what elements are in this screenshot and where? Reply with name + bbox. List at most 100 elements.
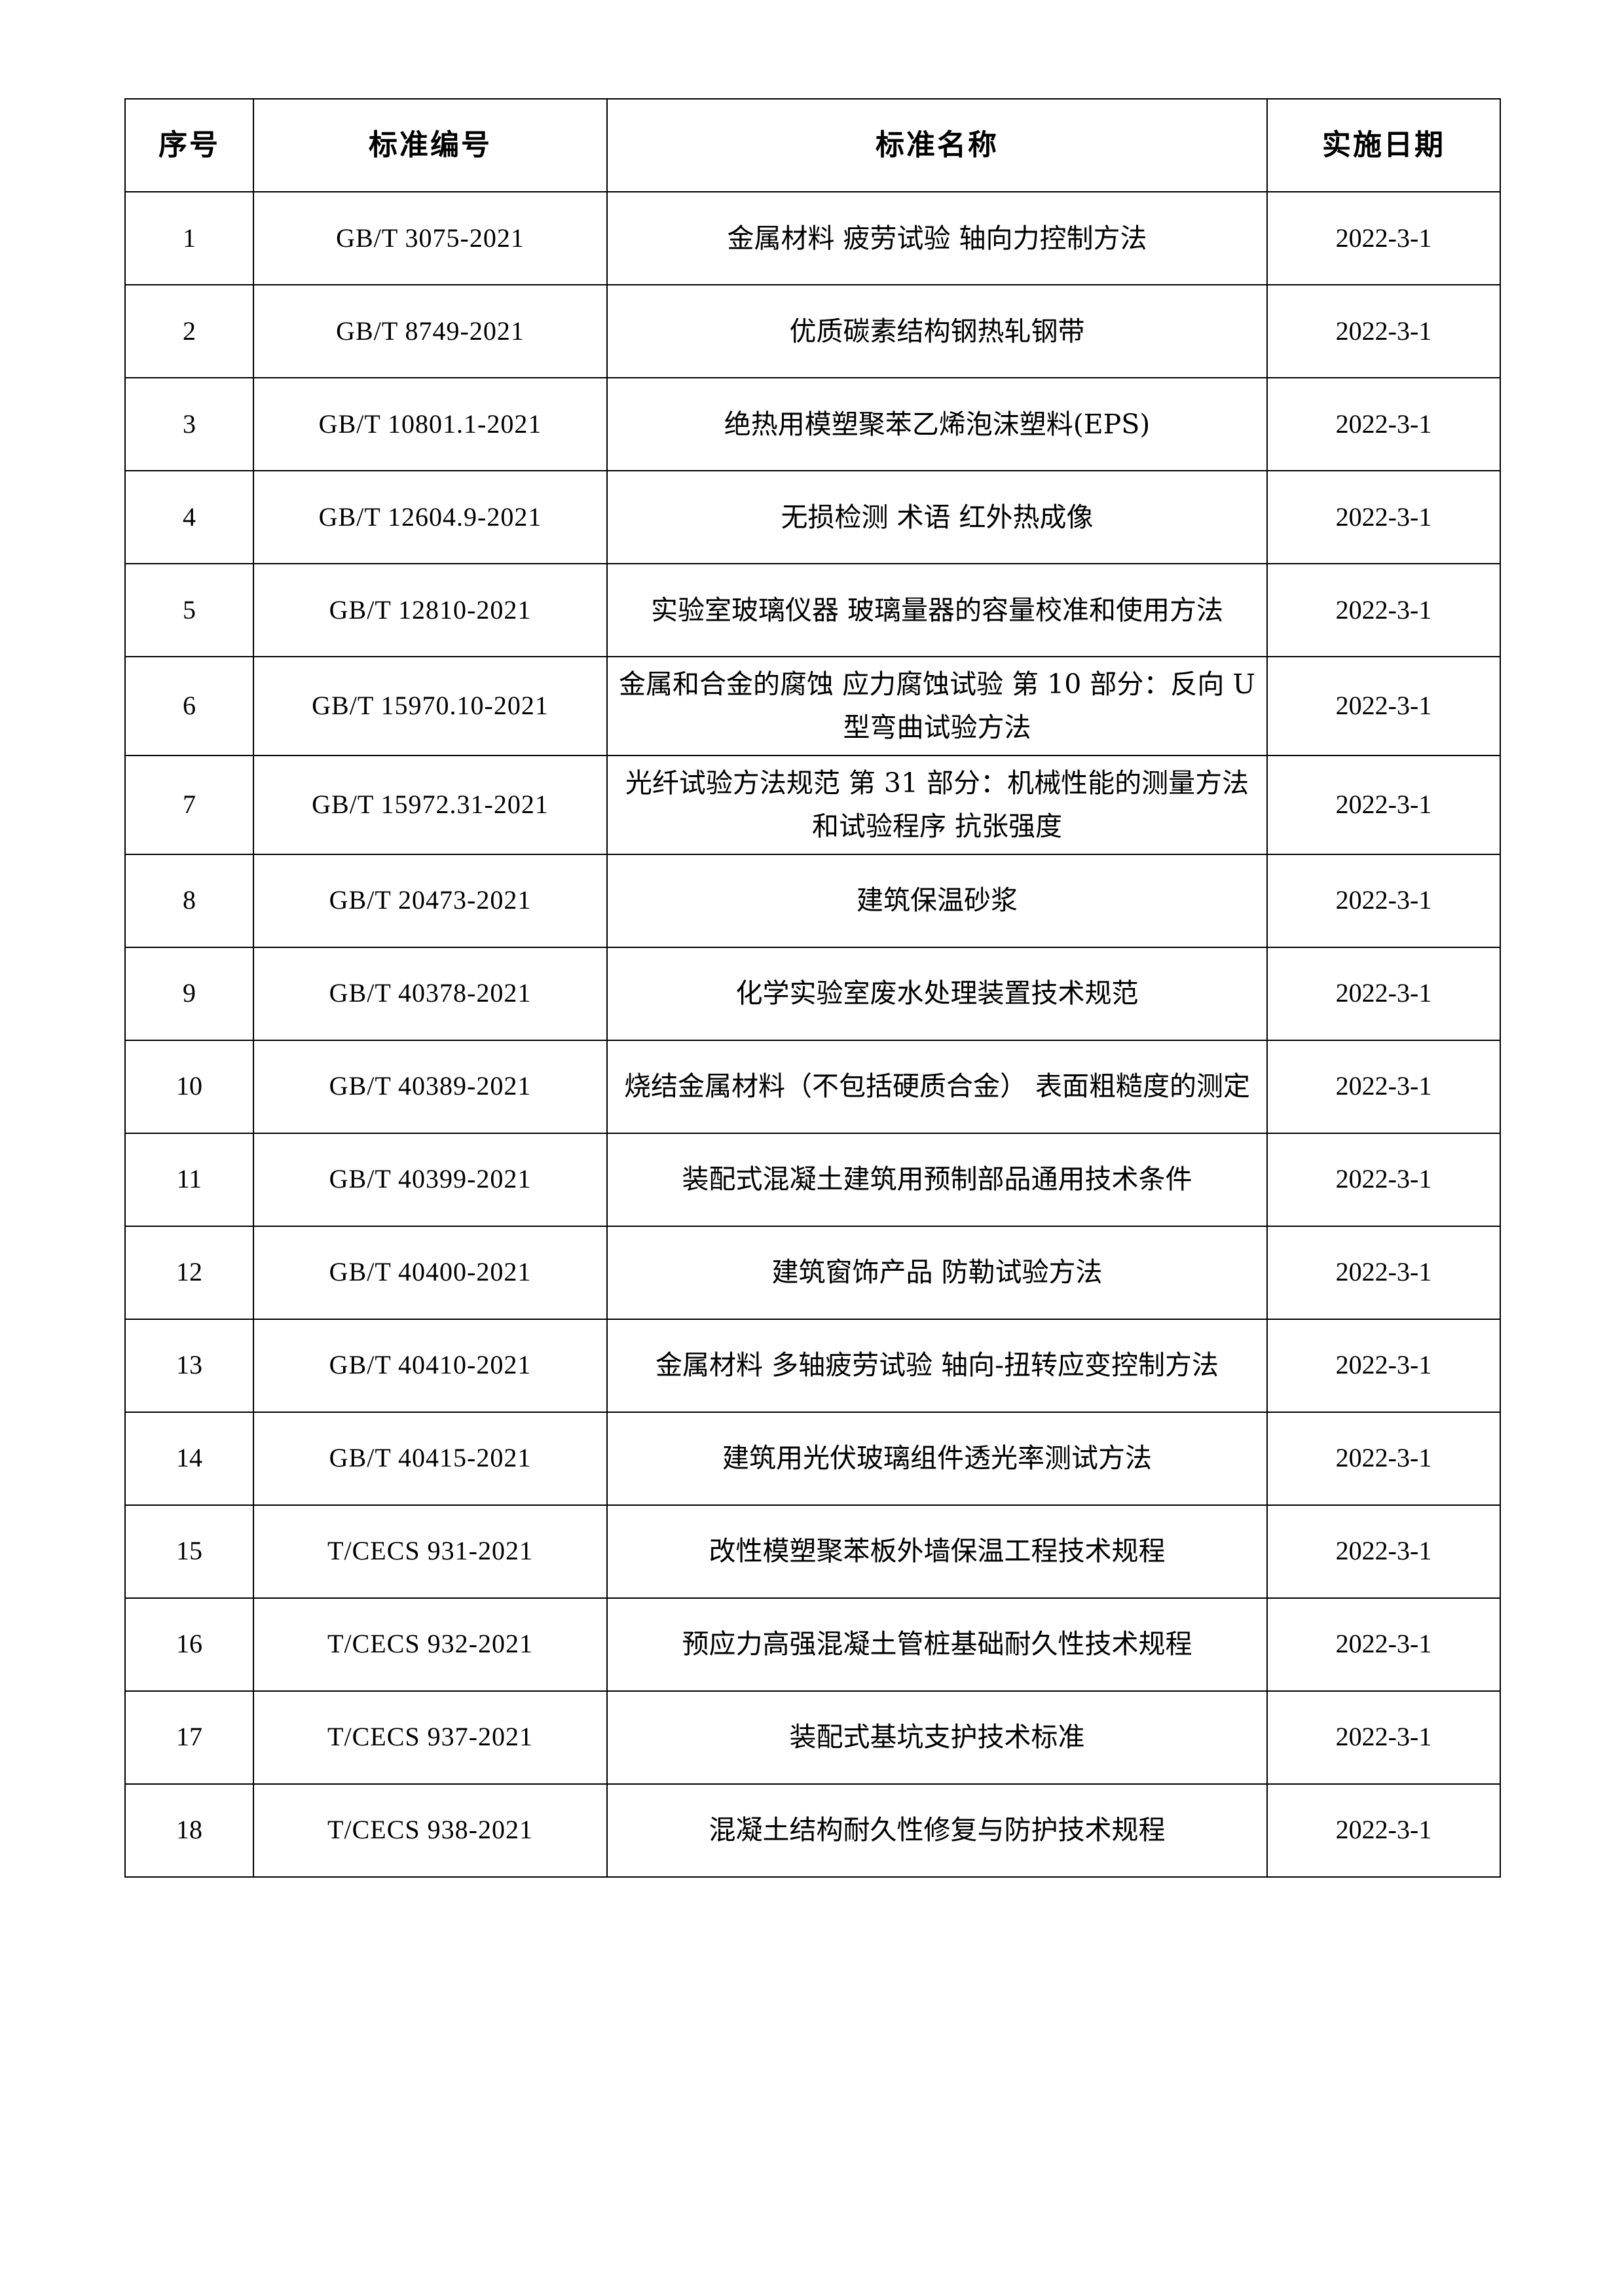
cell-sequence-number: 15 — [124, 1504, 254, 1599]
cell-standard-name: 光纤试验方法规范 第 31 部分：机械性能的测量方法和试验程序 抗张强度 — [606, 754, 1268, 855]
cell-sequence-number: 8 — [124, 853, 254, 948]
cell-effective-date: 2022-3-1 — [1266, 1225, 1501, 1320]
cell-effective-date: 2022-3-1 — [1266, 284, 1501, 378]
cell-effective-date: 2022-3-1 — [1266, 1132, 1501, 1227]
cell-standard-name: 建筑窗饰产品 防勒试验方法 — [606, 1225, 1268, 1320]
cell-standard-name: 建筑用光伏玻璃组件透光率测试方法 — [606, 1411, 1268, 1506]
cell-effective-date: 2022-3-1 — [1266, 1411, 1501, 1506]
cell-effective-date: 2022-3-1 — [1266, 470, 1501, 564]
cell-standard-code: GB/T 10801.1-2021 — [253, 377, 608, 471]
cell-standard-name: 改性模塑聚苯板外墙保温工程技术规程 — [606, 1504, 1268, 1599]
cell-effective-date: 2022-3-1 — [1266, 1318, 1501, 1413]
cell-effective-date: 2022-3-1 — [1266, 754, 1501, 855]
cell-standard-code: T/CECS 931-2021 — [253, 1504, 608, 1599]
cell-standard-name: 实验室玻璃仪器 玻璃量器的容量校准和使用方法 — [606, 563, 1268, 657]
table-row: 1 GB/T 3075-2021 金属材料 疲劳试验 轴向力控制方法 2022-3-1 — [124, 191, 1501, 285]
cell-standard-code: GB/T 12810-2021 — [253, 563, 608, 657]
cell-effective-date: 2022-3-1 — [1266, 853, 1501, 948]
table-row: 6 GB/T 15970.10-2021 金属和合金的腐蚀 应力腐蚀试验 第 10 … — [124, 656, 1501, 756]
cell-standard-code: GB/T 40410-2021 — [253, 1318, 608, 1413]
cell-sequence-number: 3 — [124, 377, 254, 471]
column-header-code: 标准编号 — [253, 98, 608, 192]
table-row: 9 GB/T 40378-2021 化学实验室废水处理装置技术规范 2022-3-1 — [124, 946, 1501, 1041]
cell-effective-date: 2022-3-1 — [1266, 191, 1501, 285]
cell-effective-date: 2022-3-1 — [1266, 1783, 1501, 1878]
cell-sequence-number: 5 — [124, 563, 254, 657]
cell-sequence-number: 7 — [124, 754, 254, 855]
cell-standard-name: 化学实验室废水处理装置技术规范 — [606, 946, 1268, 1041]
cell-effective-date: 2022-3-1 — [1266, 1690, 1501, 1785]
table-row: 15 T/CECS 931-2021 改性模塑聚苯板外墙保温工程技术规程 2022-3… — [124, 1504, 1501, 1599]
cell-sequence-number: 14 — [124, 1411, 254, 1506]
cell-standard-code: GB/T 40415-2021 — [253, 1411, 608, 1506]
cell-effective-date: 2022-3-1 — [1266, 946, 1501, 1041]
table-row: 18 T/CECS 938-2021 混凝土结构耐久性修复与防护技术规程 2022-3… — [124, 1783, 1501, 1878]
cell-standard-name: 烧结金属材料（不包括硬质合金） 表面粗糙度的测定 — [606, 1039, 1268, 1134]
table-row: 8 GB/T 20473-2021 建筑保温砂浆 2022-3-1 — [124, 853, 1501, 948]
cell-standard-name: 建筑保温砂浆 — [606, 853, 1268, 948]
cell-standard-code: GB/T 20473-2021 — [253, 853, 608, 948]
cell-sequence-number: 18 — [124, 1783, 254, 1878]
cell-standard-code: GB/T 15970.10-2021 — [253, 656, 608, 756]
standards-table: 序号 标准编号 标准名称 实施日期 1 GB/T 3075-2021 金属材料 疲劳… — [124, 98, 1501, 1878]
cell-sequence-number: 10 — [124, 1039, 254, 1134]
column-header-seq: 序号 — [124, 98, 254, 192]
cell-standard-name: 绝热用模塑聚苯乙烯泡沫塑料(EPS) — [606, 377, 1268, 471]
cell-standard-name: 预应力高强混凝土管桩基础耐久性技术规程 — [606, 1597, 1268, 1692]
table-row: 5 GB/T 12810-2021 实验室玻璃仪器 玻璃量器的容量校准和使用方法 20… — [124, 563, 1501, 657]
cell-standard-code: GB/T 15972.31-2021 — [253, 754, 608, 855]
cell-standard-name: 装配式基坑支护技术标准 — [606, 1690, 1268, 1785]
cell-sequence-number: 11 — [124, 1132, 254, 1227]
table-row: 4 GB/T 12604.9-2021 无损检测 术语 红外热成像 2022-3-1 — [124, 470, 1501, 564]
cell-effective-date: 2022-3-1 — [1266, 656, 1501, 756]
cell-sequence-number: 6 — [124, 656, 254, 756]
column-header-date: 实施日期 — [1266, 98, 1501, 192]
cell-effective-date: 2022-3-1 — [1266, 563, 1501, 657]
cell-standard-code: GB/T 40400-2021 — [253, 1225, 608, 1320]
cell-standard-name: 无损检测 术语 红外热成像 — [606, 470, 1268, 564]
table-row: 7 GB/T 15972.31-2021 光纤试验方法规范 第 31 部分：机械性能… — [124, 754, 1501, 855]
cell-sequence-number: 9 — [124, 946, 254, 1041]
cell-sequence-number: 2 — [124, 284, 254, 378]
cell-sequence-number: 1 — [124, 191, 254, 285]
cell-standard-code: GB/T 40399-2021 — [253, 1132, 608, 1227]
cell-standard-name: 金属材料 多轴疲劳试验 轴向-扭转应变控制方法 — [606, 1318, 1268, 1413]
standards-table-container: 序号 标准编号 标准名称 实施日期 1 GB/T 3075-2021 金属材料 疲劳… — [124, 98, 1501, 1878]
cell-effective-date: 2022-3-1 — [1266, 1597, 1501, 1692]
table-row: 13 GB/T 40410-2021 金属材料 多轴疲劳试验 轴向-扭转应变控制方法… — [124, 1318, 1501, 1413]
cell-standard-code: T/CECS 932-2021 — [253, 1597, 608, 1692]
table-row: 16 T/CECS 932-2021 预应力高强混凝土管桩基础耐久性技术规程 2022… — [124, 1597, 1501, 1692]
cell-standard-name: 装配式混凝土建筑用预制部品通用技术条件 — [606, 1132, 1268, 1227]
cell-standard-name: 混凝土结构耐久性修复与防护技术规程 — [606, 1783, 1268, 1878]
table-row: 10 GB/T 40389-2021 烧结金属材料（不包括硬质合金） 表面粗糙度的测… — [124, 1039, 1501, 1134]
table-row: 12 GB/T 40400-2021 建筑窗饰产品 防勒试验方法 2022-3-1 — [124, 1225, 1501, 1320]
cell-sequence-number: 12 — [124, 1225, 254, 1320]
cell-standard-code: GB/T 8749-2021 — [253, 284, 608, 378]
cell-standard-code: GB/T 3075-2021 — [253, 191, 608, 285]
cell-sequence-number: 17 — [124, 1690, 254, 1785]
cell-standard-name: 金属和合金的腐蚀 应力腐蚀试验 第 10 部分：反向 U 型弯曲试验方法 — [606, 656, 1268, 756]
table-header: 序号 标准编号 标准名称 实施日期 — [124, 98, 1501, 192]
table-row: 11 GB/T 40399-2021 装配式混凝土建筑用预制部品通用技术条件 2022… — [124, 1132, 1501, 1227]
cell-standard-code: T/CECS 938-2021 — [253, 1783, 608, 1878]
cell-effective-date: 2022-3-1 — [1266, 1504, 1501, 1599]
cell-sequence-number: 13 — [124, 1318, 254, 1413]
table-row: 2 GB/T 8749-2021 优质碳素结构钢热轧钢带 2022-3-1 — [124, 284, 1501, 378]
cell-sequence-number: 4 — [124, 470, 254, 564]
column-header-name: 标准名称 — [606, 98, 1268, 192]
cell-standard-name: 优质碳素结构钢热轧钢带 — [606, 284, 1268, 378]
cell-standard-name: 金属材料 疲劳试验 轴向力控制方法 — [606, 191, 1268, 285]
table-row: 14 GB/T 40415-2021 建筑用光伏玻璃组件透光率测试方法 2022-3-… — [124, 1411, 1501, 1506]
cell-standard-code: T/CECS 937-2021 — [253, 1690, 608, 1785]
cell-standard-code: GB/T 40378-2021 — [253, 946, 608, 1041]
cell-effective-date: 2022-3-1 — [1266, 377, 1501, 471]
cell-sequence-number: 16 — [124, 1597, 254, 1692]
cell-standard-code: GB/T 40389-2021 — [253, 1039, 608, 1134]
table-header-row: 序号 标准编号 标准名称 实施日期 — [124, 98, 1501, 192]
cell-standard-code: GB/T 12604.9-2021 — [253, 470, 608, 564]
table-row: 17 T/CECS 937-2021 装配式基坑支护技术标准 2022-3-1 — [124, 1690, 1501, 1785]
table-row: 3 GB/T 10801.1-2021 绝热用模塑聚苯乙烯泡沫塑料(EPS) 2022… — [124, 377, 1501, 471]
cell-effective-date: 2022-3-1 — [1266, 1039, 1501, 1134]
table-body: 1 GB/T 3075-2021 金属材料 疲劳试验 轴向力控制方法 2022-3-1… — [124, 191, 1501, 1878]
